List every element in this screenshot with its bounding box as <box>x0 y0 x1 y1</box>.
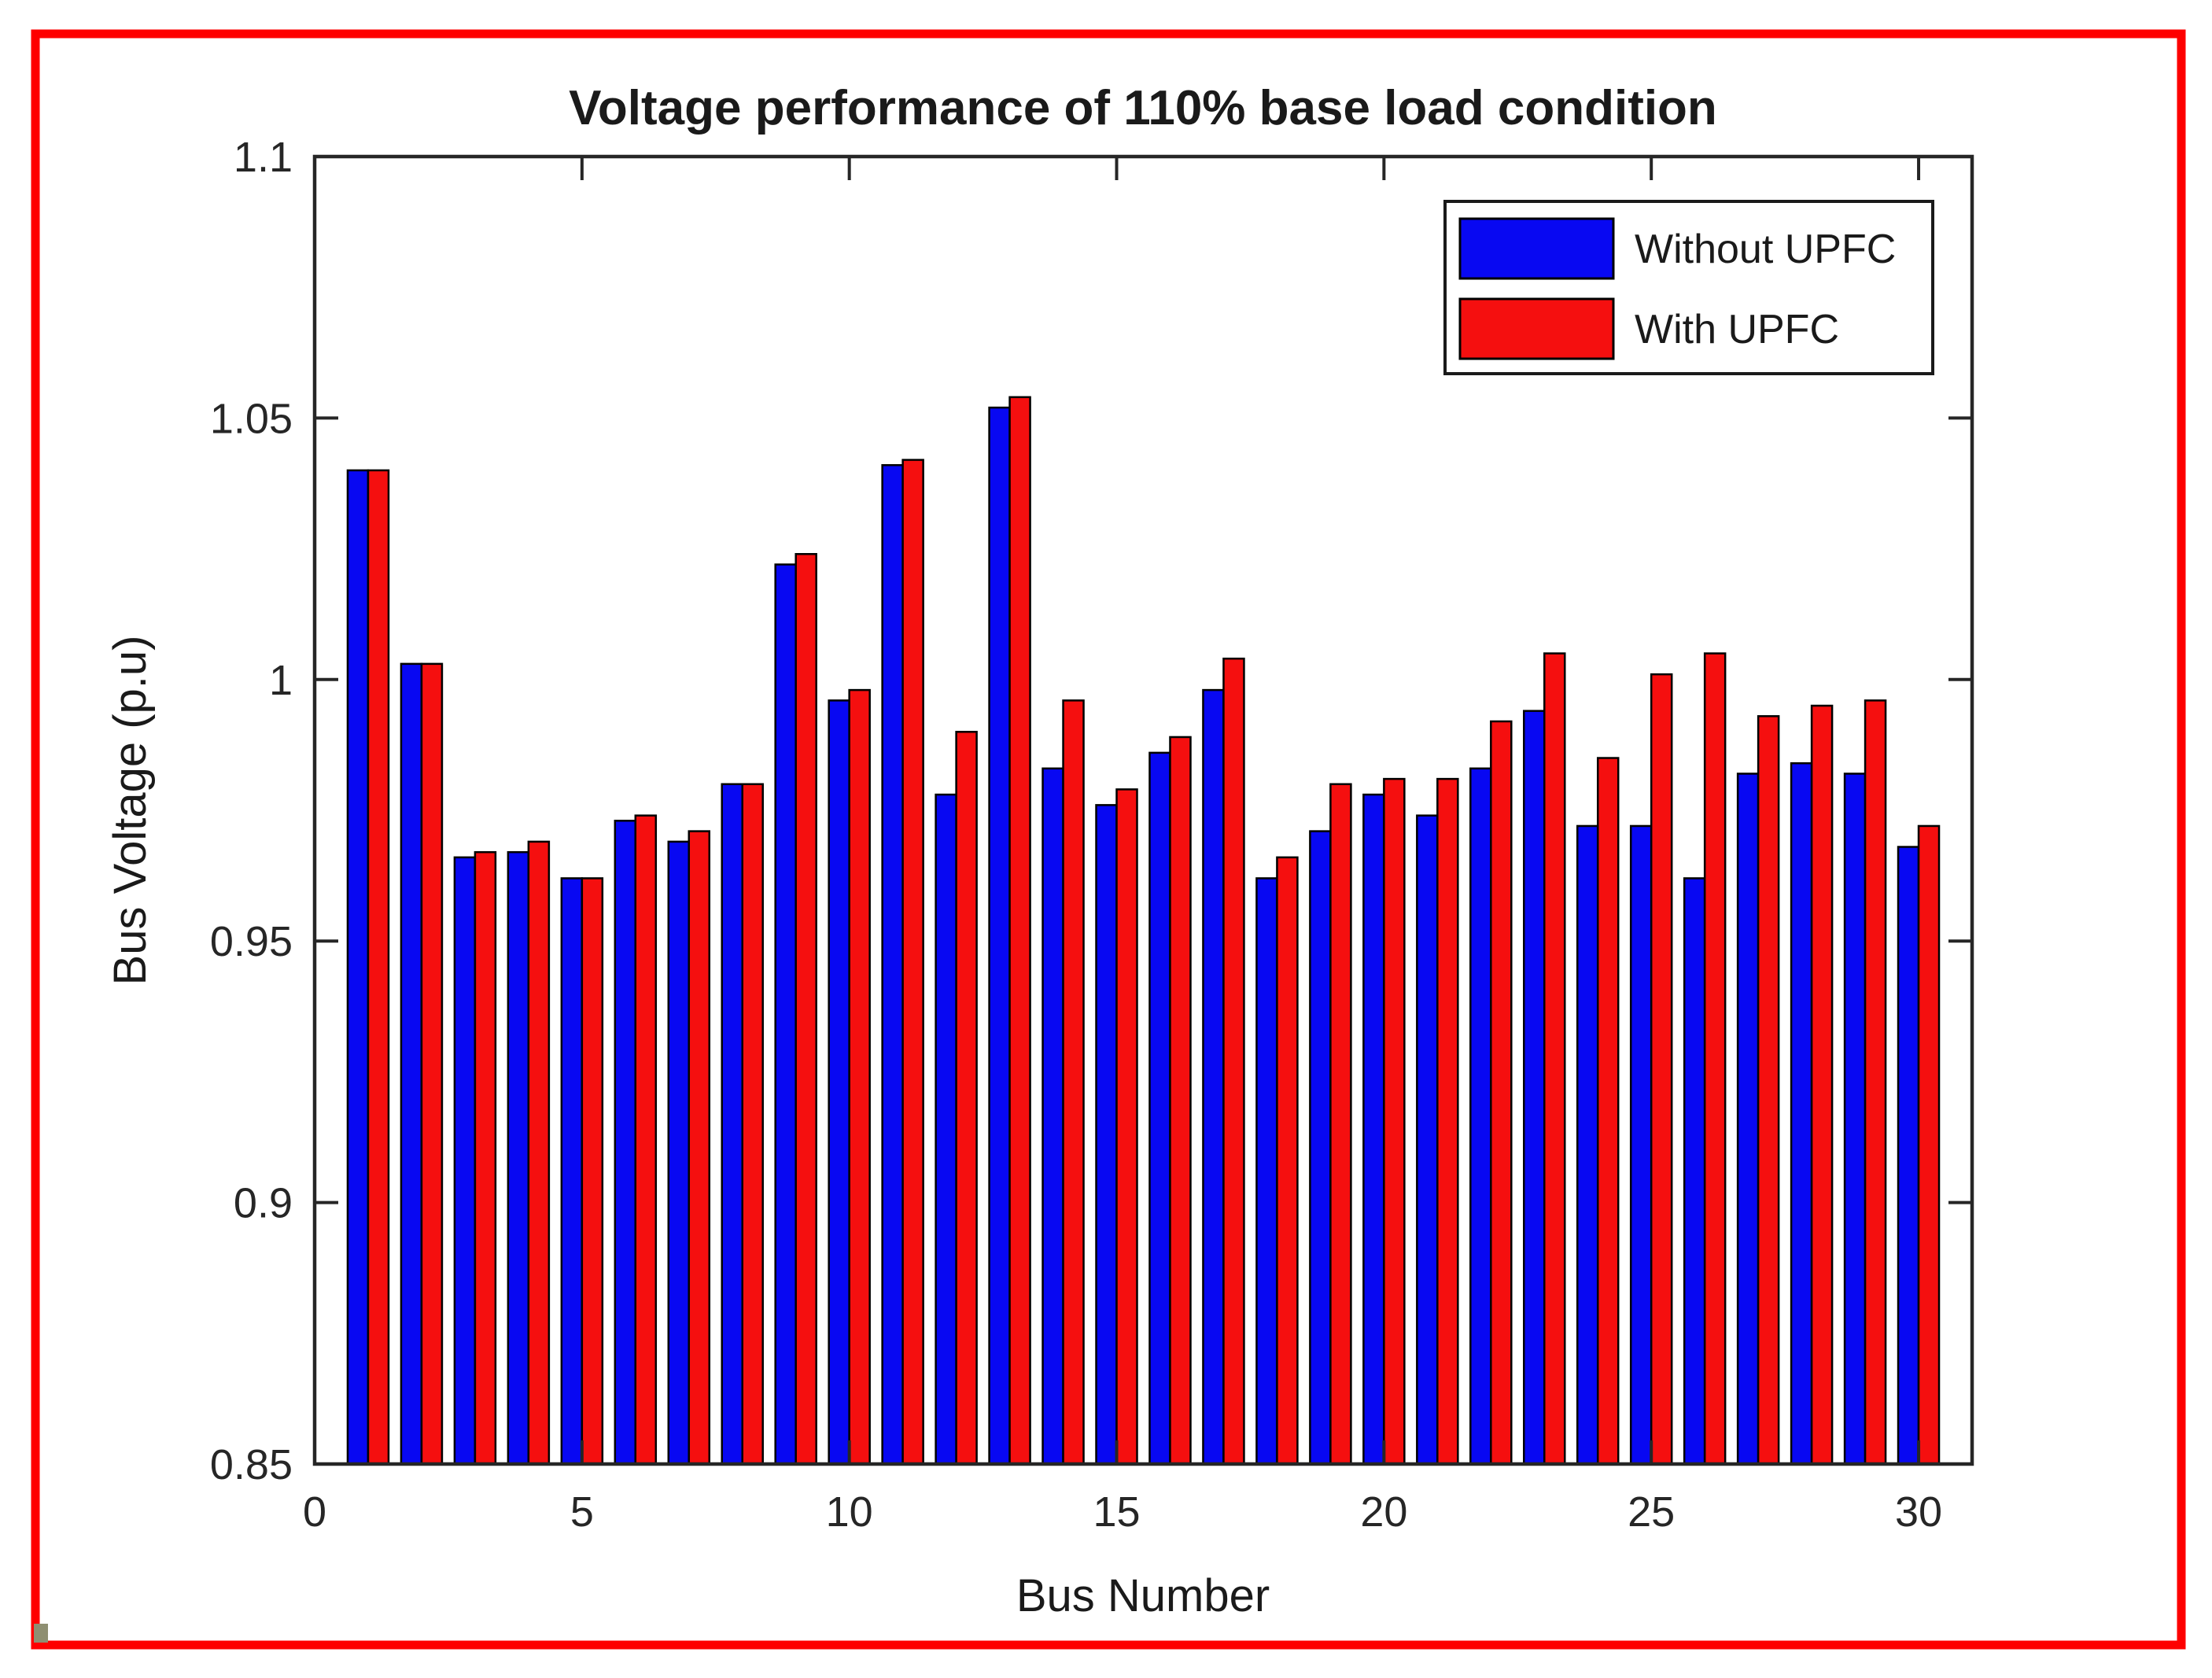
bar-bus30-with-upfc <box>1917 824 1941 1466</box>
x-tick-label: 10 <box>826 1488 873 1536</box>
bar-bus26-with-upfc <box>1703 652 1727 1466</box>
x-tick-label: 30 <box>1895 1488 1942 1536</box>
y-axis-label: Bus Voltage (p.u) <box>105 636 156 986</box>
bar-bus8-with-upfc <box>741 783 764 1466</box>
page-border-frame <box>31 29 2186 1650</box>
x-tick-label: 15 <box>1093 1488 1140 1536</box>
bar-bus11-without-upfc <box>881 463 904 1466</box>
bar-bus27-with-upfc <box>1757 715 1780 1466</box>
bar-bus12-with-upfc <box>955 731 978 1466</box>
bar-bus15-with-upfc <box>1115 788 1138 1466</box>
bar-bus9-with-upfc <box>794 552 817 1466</box>
plot-axis-box <box>312 154 1974 1466</box>
bar-bus17-with-upfc <box>1222 657 1245 1466</box>
bar-bus6-without-upfc <box>614 820 637 1466</box>
bar-bus24-with-upfc <box>1596 757 1620 1466</box>
bar-bus29-without-upfc <box>1843 773 1867 1466</box>
bar-bus13-without-upfc <box>988 406 1011 1466</box>
bar-bus15-without-upfc <box>1095 804 1118 1466</box>
y-tick-label: 1.1 <box>234 134 293 181</box>
axis-ticks-group <box>313 155 1972 1466</box>
bar-bus18-with-upfc <box>1276 856 1299 1466</box>
bar-bus14-with-upfc <box>1062 699 1085 1466</box>
corner-artifact <box>34 1624 48 1643</box>
bar-bus22-without-upfc <box>1469 767 1492 1466</box>
bar-bus4-without-upfc <box>507 850 530 1466</box>
axis-tick-labels-group: 0 5 10 15 20 25 30 0.85 0.9 0.95 1 1.05 1.1 <box>210 134 1942 1536</box>
legend-swatch-without-upfc <box>1458 217 1615 280</box>
x-tick-label: 20 <box>1360 1488 1407 1536</box>
bar-bus19-without-upfc <box>1309 830 1332 1466</box>
legend-swatch-with-upfc <box>1458 297 1615 360</box>
bar-bus30-without-upfc <box>1897 846 1920 1466</box>
bar-bus16-with-upfc <box>1169 736 1192 1466</box>
bar-bus24-without-upfc <box>1576 824 1599 1466</box>
bar-bus4-with-upfc <box>527 840 551 1466</box>
bar-bus25-without-upfc <box>1629 824 1653 1466</box>
x-tick-label: 0 <box>303 1488 326 1536</box>
bar-bus5-with-upfc <box>581 877 604 1466</box>
bar-bus27-without-upfc <box>1736 773 1760 1466</box>
bar-bus17-without-upfc <box>1202 688 1225 1466</box>
bar-bus2-without-upfc <box>400 662 423 1466</box>
y-tick-label: 0.9 <box>234 1180 293 1227</box>
bar-bus7-with-upfc <box>688 830 711 1466</box>
bar-bus16-without-upfc <box>1148 751 1171 1466</box>
bar-bus9-without-upfc <box>774 563 797 1466</box>
bar-bus3-with-upfc <box>474 850 497 1466</box>
bar-bus10-without-upfc <box>828 699 850 1466</box>
x-tick-label: 25 <box>1628 1488 1675 1536</box>
bar-bus5-without-upfc <box>560 877 584 1466</box>
bar-bus12-without-upfc <box>935 793 957 1466</box>
bar-bus21-without-upfc <box>1416 814 1439 1466</box>
bar-bus10-with-upfc <box>848 688 871 1466</box>
y-tick-label: 1.05 <box>210 395 293 442</box>
x-tick-label: 5 <box>570 1488 594 1536</box>
bar-bus29-with-upfc <box>1864 699 1887 1466</box>
bar-bus1-with-upfc <box>367 469 390 1466</box>
bar-bus1-without-upfc <box>346 469 370 1466</box>
bar-bus21-with-upfc <box>1436 777 1459 1466</box>
x-axis-label: Bus Number <box>1016 1570 1270 1621</box>
bar-bus20-without-upfc <box>1362 793 1385 1466</box>
y-tick-label: 0.95 <box>210 918 293 965</box>
legend: Without UPFC With UPFC <box>1443 200 1934 375</box>
bar-bus26-without-upfc <box>1683 877 1706 1466</box>
bar-bus28-with-upfc <box>1810 704 1834 1466</box>
bar-bus3-without-upfc <box>453 856 477 1466</box>
bar-bus20-with-upfc <box>1383 777 1406 1466</box>
bar-bus23-without-upfc <box>1523 710 1546 1466</box>
bar-bus11-with-upfc <box>901 459 924 1466</box>
bar-bus14-without-upfc <box>1041 767 1064 1466</box>
y-tick-label: 1 <box>269 657 293 704</box>
bar-bus18-without-upfc <box>1255 877 1278 1466</box>
legend-label-with-upfc: With UPFC <box>1635 307 1839 352</box>
bar-bus8-without-upfc <box>721 783 743 1466</box>
bar-bus19-with-upfc <box>1329 783 1352 1466</box>
legend-label-without-upfc: Without UPFC <box>1635 227 1896 272</box>
bar-series-group <box>346 396 1941 1466</box>
chart-title: Voltage performance of 110% base load co… <box>569 81 1717 135</box>
bar-bus6-with-upfc <box>634 814 658 1466</box>
bar-bus7-without-upfc <box>667 840 691 1466</box>
bar-bus13-with-upfc <box>1008 396 1031 1466</box>
bar-bus2-with-upfc <box>420 662 444 1466</box>
y-tick-label: 0.85 <box>210 1441 293 1488</box>
bar-bus25-with-upfc <box>1650 673 1673 1466</box>
bar-bus23-with-upfc <box>1543 652 1566 1466</box>
bar-bus22-with-upfc <box>1490 720 1513 1466</box>
bar-bus28-without-upfc <box>1790 762 1813 1466</box>
